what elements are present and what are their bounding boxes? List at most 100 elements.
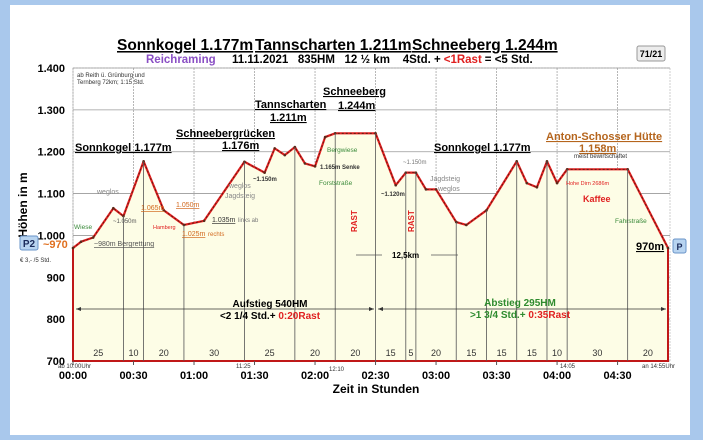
waypoint-marker (303, 162, 307, 165)
profile-border (72, 247, 669, 362)
segment-duration-label: 20 (159, 348, 169, 358)
senke-label: 1.165m Senke (320, 165, 360, 171)
waypoint-marker (313, 165, 317, 168)
segment-lines: 25 10 20 30 25 20 20 15 5 20 15 15 15 10 30 20 (93, 133, 653, 361)
waypoint-marker (162, 209, 166, 212)
segment-duration-label: 25 (265, 348, 275, 358)
y-tick-label: 900 (47, 272, 65, 284)
parking-p2-badge[interactable]: P2 (19, 235, 39, 251)
ascent-time: <2 1/4 Std.+ (220, 311, 278, 322)
waypoint-marker (112, 206, 115, 210)
bergwiese-label: Bergwiese (327, 147, 358, 154)
alt-1120: ~1.120m (381, 192, 405, 198)
ascent-title: Aufstieg 540HM (232, 299, 307, 310)
rast-label-2: RAST (407, 210, 416, 232)
segment-duration-label: 10 (552, 348, 562, 358)
x-tick-label: 00:00 (59, 370, 87, 382)
tour-number-badge: 71/21 (636, 45, 666, 62)
parking-p-badge[interactable]: P (672, 238, 687, 254)
axis-ticks: 1.400 1.300 1.200 1.100 1.000 900 800 700 00:00 0… (37, 63, 631, 382)
peak-sonnkogel-1: Sonnkogel 1.177m (75, 142, 172, 154)
x-tick-label: 02:00 (301, 370, 329, 382)
descent-arrow (378, 307, 666, 311)
title-sonnkogel: Sonnkogel 1.177m (117, 37, 253, 54)
waypoint-marker (666, 246, 670, 250)
waypoint-marker (394, 183, 398, 187)
waypoint-marker (202, 219, 206, 223)
alt-1150b: ~1.150m (403, 160, 427, 166)
segment-duration-label: 20 (431, 348, 441, 358)
x-tick-label: 03:30 (482, 370, 510, 382)
peak-schneeberg: Schneeberg (323, 86, 386, 98)
p2-label: P2 (23, 239, 36, 250)
alt-1025: 1.025m (182, 231, 206, 238)
segment-duration-label: 15 (527, 348, 537, 358)
rechts-label: rechts (208, 232, 224, 238)
waypoint-marker (273, 147, 276, 150)
p2-altitude: ~970 (43, 239, 68, 251)
descent-detail: >1 3/4 Std.+ 0:35Rast (470, 310, 571, 321)
waypoint-marker (525, 181, 529, 185)
start-note-2: Ternberg 72km; 1:15 Std. (77, 80, 145, 86)
weglos-label: weglos (96, 189, 119, 196)
distance-label: 12,5km (392, 251, 419, 260)
descent-title: Abstieg 295HM (484, 298, 556, 309)
x-tick-label: 01:00 (180, 370, 208, 382)
segment-duration-label: 20 (643, 348, 653, 358)
peak-tannscharten: Tannscharten (255, 99, 327, 111)
ascent-detail: <2 1/4 Std.+ 0:20Rast (220, 311, 321, 322)
waypoint-marker (535, 185, 539, 189)
rest-duration-label: 30 (592, 348, 602, 358)
hamberg-label: Hamberg (153, 225, 176, 231)
time-1210: 12:10 (329, 367, 345, 373)
segment-duration-label: 15 (386, 348, 396, 358)
hohe-dirn-label: Hohe Dirn 2686m (566, 181, 610, 187)
p-label: P (676, 242, 682, 252)
alt-1035: 1.035m (212, 217, 236, 224)
profile-area (71, 131, 670, 362)
jagdsteig-label-2: Jagdsteig (430, 176, 460, 183)
title-tannscharten: Tannscharten 1.211m (255, 37, 412, 54)
waypoint-marker (424, 188, 428, 191)
waypoint-marker (555, 181, 559, 185)
alt-1050b: 1.050m (176, 202, 200, 209)
segment-duration-label: 15 (497, 348, 507, 358)
waypoint-marker (71, 246, 75, 250)
p2-fee: € 3,- /5 Std. (20, 258, 51, 264)
segment-duration-label: 15 (466, 348, 476, 358)
descent-rast: 0:35Rast (528, 310, 570, 321)
x-tick-label: 03:00 (422, 370, 450, 382)
time-1125: 11:25 (236, 364, 251, 370)
peak-tannscharten-alt: 1.211m (270, 112, 307, 124)
huette-note: meist bewirtschaftet (574, 154, 627, 160)
waypoint-marker (263, 171, 266, 174)
y-tick-label: 1.000 (37, 230, 65, 242)
y-tick-label: 700 (47, 356, 65, 368)
end-time: an 14:55Uhr (642, 364, 675, 370)
tour-total: = <5 Std. (485, 54, 533, 66)
segment-duration-label: 30 (209, 348, 219, 358)
ascent-arrow (76, 307, 374, 311)
peak-schneebergruecken: Schneebergrücken (176, 128, 275, 140)
peak-huette-alt: 1.158m (579, 143, 617, 155)
kaffee-label: Kaffee (583, 194, 611, 204)
segment-duration-label: 10 (129, 348, 139, 358)
bergrettung-label: ~980m Bergrettung (94, 241, 154, 248)
rest-duration-label: 20 (350, 348, 360, 358)
ascent-rast: 0:20Rast (278, 311, 320, 322)
x-axis-label: Zeit in Stunden (333, 382, 420, 396)
title-schneeberg: Schneeberg 1.244m (412, 37, 558, 54)
links-ab-label: links ab (238, 218, 259, 224)
x-tick-label: 02:30 (361, 370, 389, 382)
fahrstrasse-label: Fahrstraße (615, 218, 647, 225)
waypoint-marker (283, 153, 287, 157)
segment-duration-label: 20 (310, 348, 320, 358)
waypoint-marker (434, 188, 438, 191)
tour-info-text: 11.11.2021 835HM 12 ½ km 4Std. + (232, 54, 441, 66)
y-tick-label: 1.200 (37, 147, 65, 159)
x-tick-label: 04:00 (543, 370, 571, 382)
waypoint-marker (79, 240, 83, 244)
jagdsteig-label: Jagdsteig (225, 193, 255, 200)
x-tick-label: 04:30 (604, 370, 632, 382)
rest-duration-label: 5 (408, 348, 413, 358)
